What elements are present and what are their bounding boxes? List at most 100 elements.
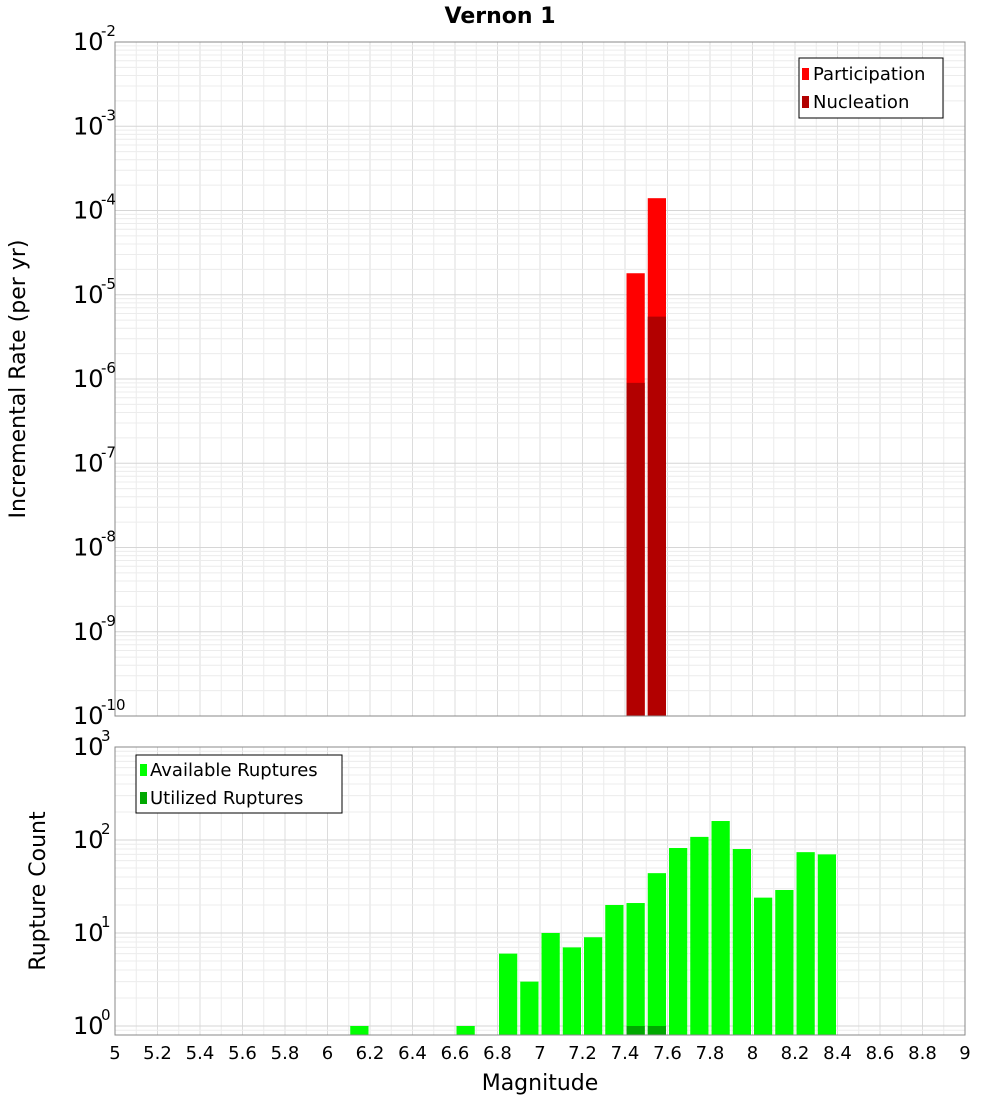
- x-tick-label: 7.4: [611, 1043, 640, 1064]
- x-tick-label: 6.6: [441, 1043, 470, 1064]
- x-tick-label: 5: [109, 1043, 120, 1064]
- top-y-tick-exp: -5: [101, 275, 116, 293]
- x-tick-label: 6.2: [356, 1043, 385, 1064]
- legend-label-participation: Participation: [813, 64, 925, 85]
- top-bar-nucleation: [647, 316, 666, 716]
- bottom-bar-available-ruptures: [499, 953, 518, 1035]
- x-axis-ticks: 5 5.2 5.4 5.6 5.8 6 6.2 6.4 6.6 6.8 7 7.2 7.4 7.6 7.8 8…: [109, 1043, 970, 1064]
- bottom-y-tick-exp: 3: [101, 727, 111, 745]
- bottom-bar-available-ruptures: [605, 904, 624, 1035]
- bottom-y-axis-label: Rupture Count: [26, 811, 51, 971]
- x-tick-label: 8.2: [781, 1043, 810, 1064]
- legend-swatch-available-ruptures: [140, 764, 147, 776]
- bottom-bar-available-ruptures: [541, 932, 560, 1035]
- legend-swatch-participation: [802, 68, 809, 80]
- bottom-bar-available-ruptures: [626, 903, 645, 1035]
- bottom-y-tick-base: 10: [73, 919, 104, 947]
- bottom-bar-available-ruptures: [456, 1025, 475, 1035]
- top-y-tick: 10-9: [73, 612, 116, 646]
- bottom-y-tick-base: 10: [73, 826, 104, 854]
- bottom-y-tick-exp: 0: [101, 1006, 111, 1024]
- top-y-tick-base: 10: [73, 449, 104, 477]
- bottom-legend: Available Ruptures Utilized Ruptures: [135, 754, 343, 814]
- bottom-legend-box: [135, 754, 343, 814]
- legend-label-utilized-ruptures: Utilized Ruptures: [150, 788, 303, 809]
- top-y-axis-label: Incremental Rate (per yr): [6, 240, 31, 519]
- bottom-bar-available-ruptures: [754, 897, 773, 1035]
- top-y-tick-base: 10: [73, 197, 104, 225]
- x-tick-label: 6.8: [483, 1043, 512, 1064]
- bottom-y-tick-base: 10: [73, 733, 104, 761]
- x-tick-label: 5.8: [271, 1043, 300, 1064]
- bottom-y-tick-exp: 1: [101, 913, 111, 931]
- x-tick-label: 7: [534, 1043, 545, 1064]
- legend-swatch-utilized-ruptures: [140, 792, 147, 804]
- top-y-tick-exp: -10: [101, 696, 126, 714]
- top-y-tick-exp: -7: [101, 443, 116, 461]
- bottom-plot-bars: [350, 821, 836, 1035]
- top-y-tick-base: 10: [73, 365, 104, 393]
- bottom-y-tick: 103: [73, 727, 111, 761]
- bottom-bar-available-ruptures: [669, 848, 688, 1035]
- bottom-bar-available-ruptures: [350, 1025, 369, 1035]
- chart-title: Vernon 1: [445, 4, 556, 29]
- top-plot-frame: [114, 41, 966, 717]
- bottom-bar-available-ruptures: [796, 852, 815, 1035]
- top-y-tick-exp: -6: [101, 359, 116, 377]
- top-plot-bars: [626, 198, 666, 716]
- bottom-y-tick-base: 10: [73, 1012, 104, 1040]
- top-y-tick-exp: -9: [101, 612, 116, 630]
- top-y-tick: 10-6: [73, 359, 116, 393]
- top-legend-box: [798, 57, 944, 119]
- top-legend: Participation Nucleation: [798, 57, 944, 119]
- bottom-bar-available-ruptures: [732, 849, 751, 1035]
- top-y-tick-base: 10: [73, 112, 104, 140]
- top-y-tick: 10-5: [73, 275, 116, 309]
- bottom-y-tick-exp: 2: [101, 820, 111, 838]
- top-y-tick: 10-10: [73, 696, 126, 730]
- bottom-bar-utilized-ruptures: [647, 1025, 666, 1035]
- legend-swatch-nucleation: [802, 96, 809, 108]
- bottom-bar-available-ruptures: [562, 947, 581, 1035]
- x-tick-label: 7.8: [696, 1043, 725, 1064]
- x-tick-label: 6.4: [398, 1043, 427, 1064]
- top-bar-nucleation: [626, 382, 645, 716]
- x-tick-label: 5.2: [143, 1043, 172, 1064]
- bottom-bar-available-ruptures: [711, 821, 730, 1035]
- x-tick-label: 8: [747, 1043, 758, 1064]
- bottom-plot-frame: [114, 746, 966, 1036]
- top-y-tick-exp: -4: [101, 191, 116, 209]
- top-y-tick-exp: -8: [101, 528, 116, 546]
- bottom-bar-available-ruptures: [647, 873, 666, 1035]
- x-tick-label: 9: [959, 1043, 970, 1064]
- top-y-tick-base: 10: [73, 702, 104, 730]
- top-y-tick: 10-4: [73, 191, 116, 225]
- legend-label-available-ruptures: Available Ruptures: [150, 760, 318, 781]
- top-plot-y-ticks: 10-210-310-410-510-610-710-810-910-10: [73, 22, 126, 730]
- top-y-tick-exp: -3: [101, 106, 116, 124]
- bottom-bar-available-ruptures: [584, 937, 603, 1035]
- top-plot-grid: [114, 41, 966, 717]
- top-y-tick: 10-8: [73, 528, 116, 562]
- x-tick-label: 5.4: [186, 1043, 215, 1064]
- bottom-y-tick: 100: [73, 1006, 111, 1040]
- x-tick-label: 5.6: [228, 1043, 257, 1064]
- bottom-bar-available-ruptures: [775, 889, 794, 1035]
- x-tick-label: 7.6: [653, 1043, 682, 1064]
- top-y-tick-base: 10: [73, 28, 104, 56]
- top-y-tick-exp: -2: [101, 22, 116, 40]
- bottom-bar-available-ruptures: [817, 854, 836, 1035]
- bottom-y-tick: 101: [73, 913, 111, 947]
- x-tick-label: 8.8: [908, 1043, 937, 1064]
- bottom-y-tick: 102: [73, 820, 111, 854]
- x-tick-label: 8.6: [866, 1043, 895, 1064]
- top-y-tick-base: 10: [73, 534, 104, 562]
- top-y-tick-base: 10: [73, 618, 104, 646]
- x-tick-label: 8.4: [823, 1043, 852, 1064]
- x-tick-label: 7.2: [568, 1043, 597, 1064]
- x-axis-label: Magnitude: [482, 1071, 599, 1096]
- top-y-tick: 10-3: [73, 106, 116, 140]
- bottom-bar-utilized-ruptures: [626, 1025, 645, 1035]
